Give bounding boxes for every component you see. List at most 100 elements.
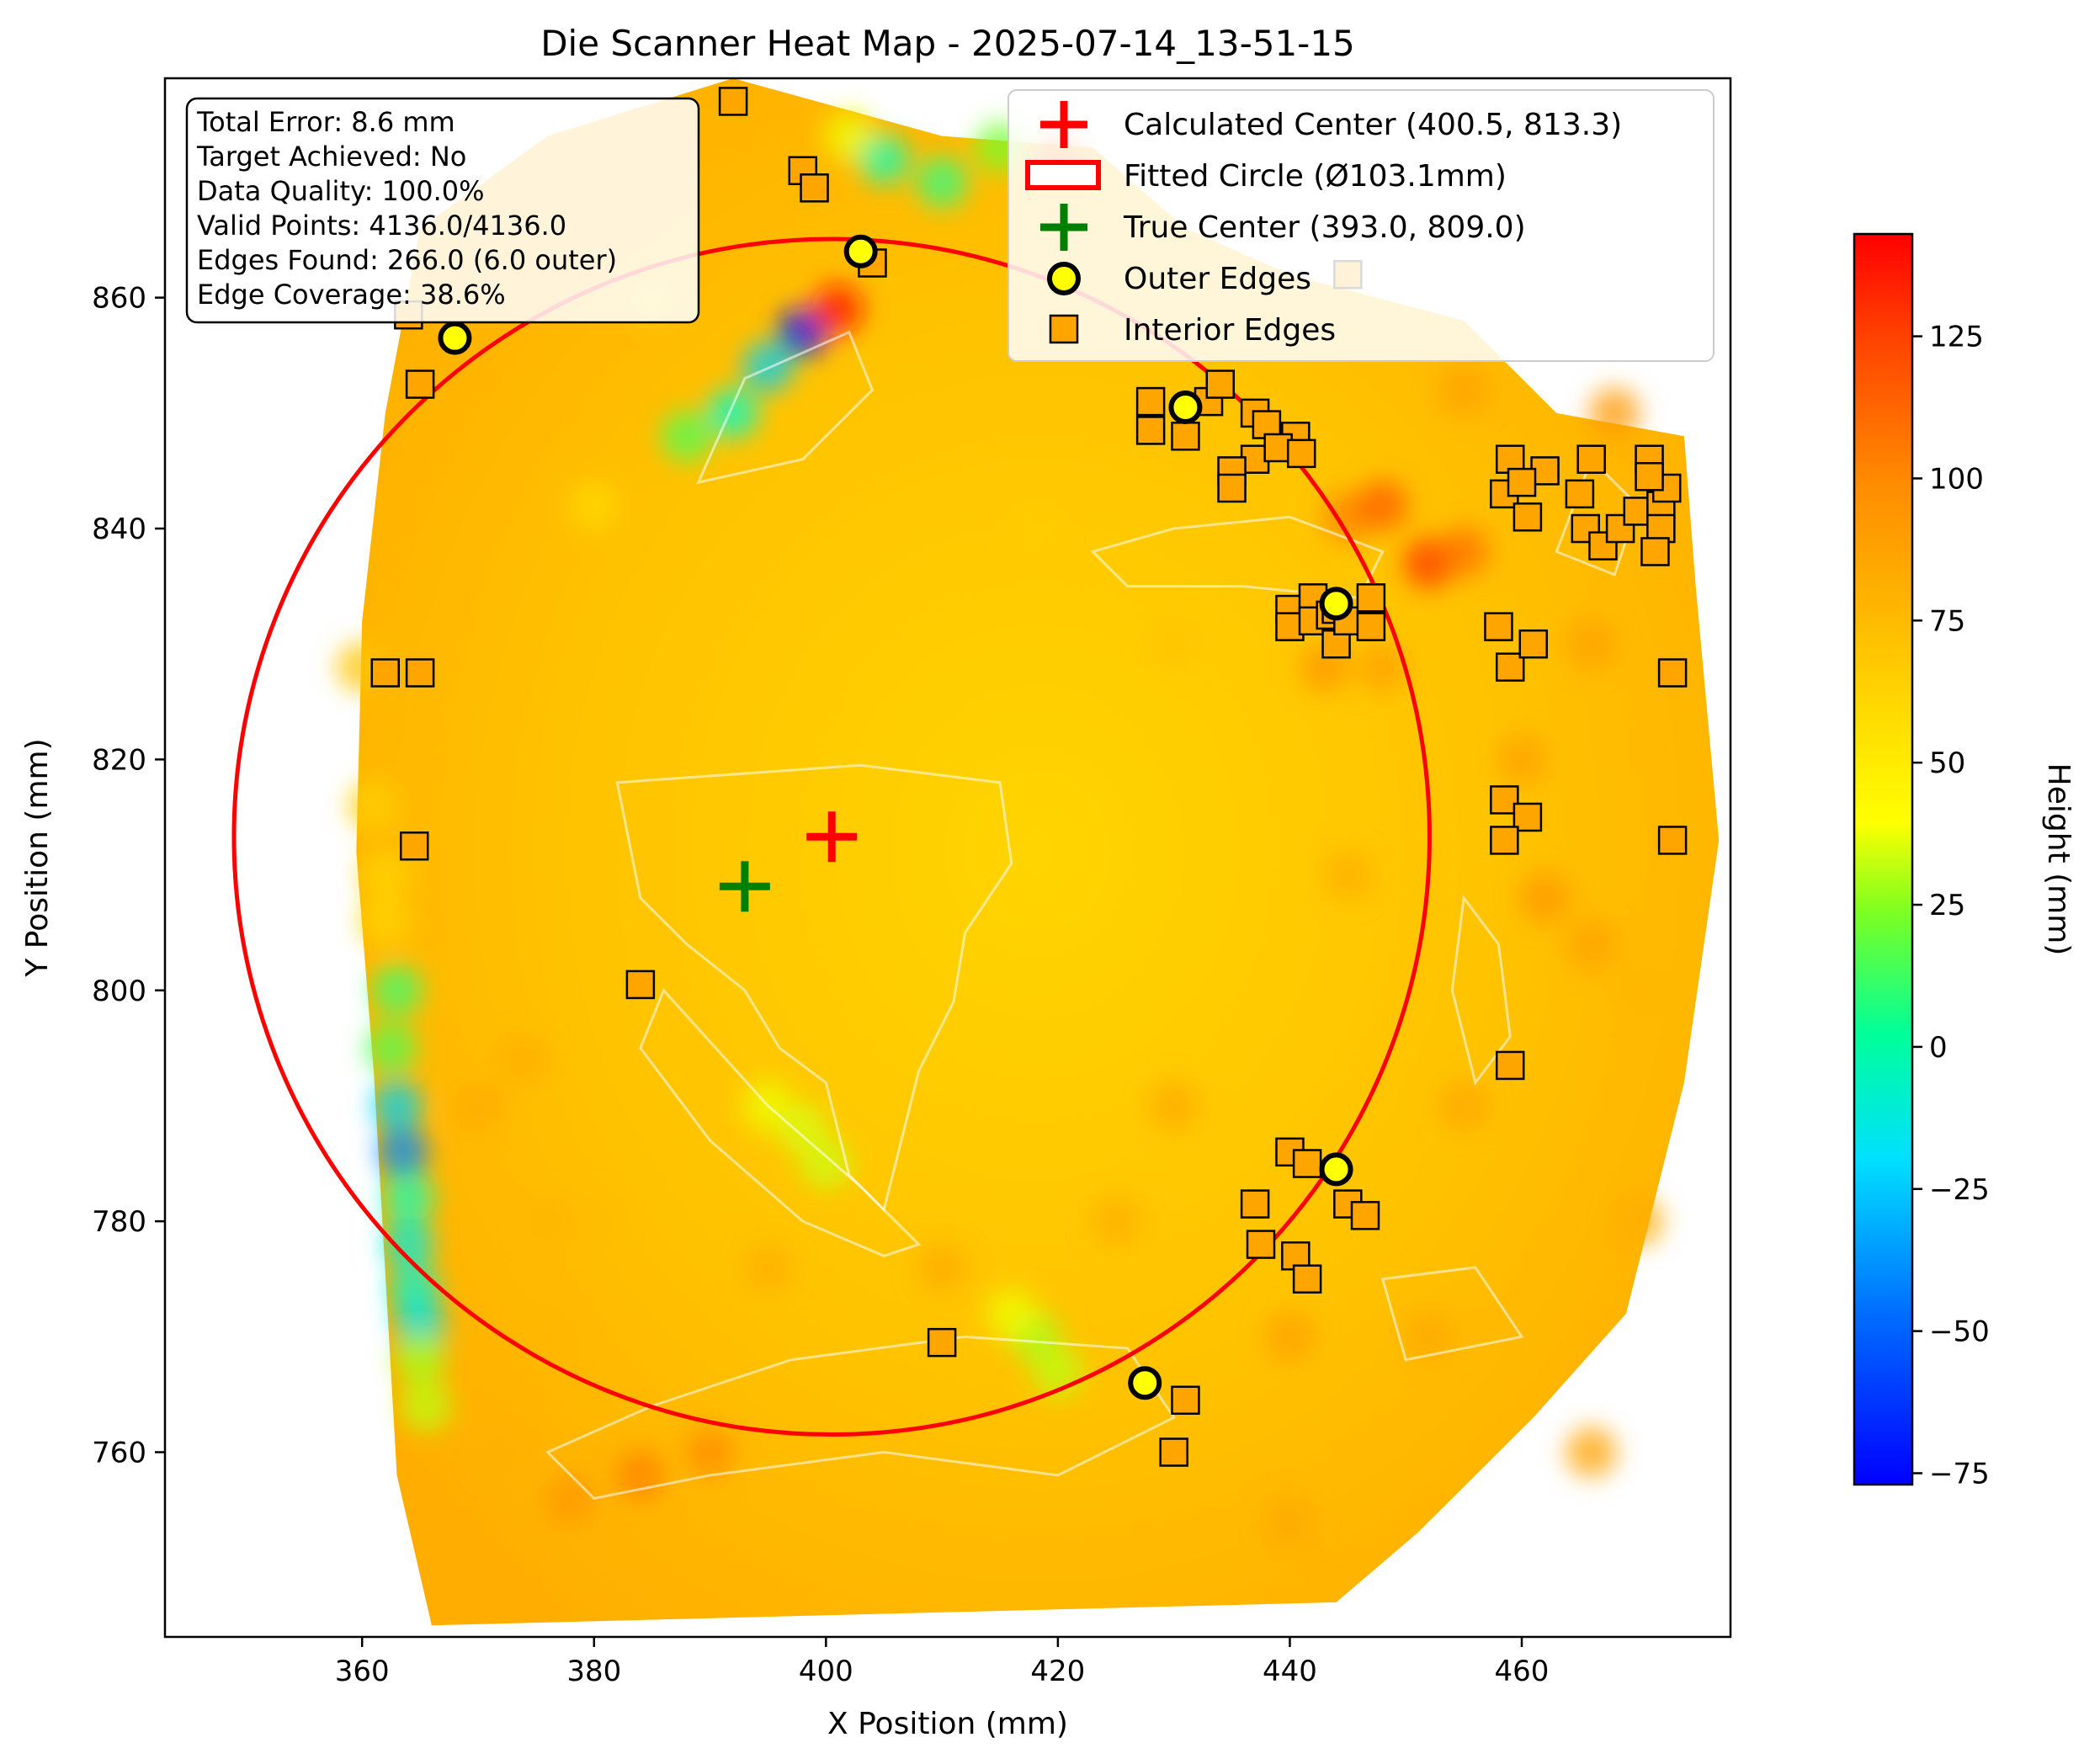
legend-label: Outer Edges (1124, 262, 1311, 296)
heat-cell (1496, 734, 1548, 785)
x-tick-label: 440 (1263, 1655, 1317, 1688)
y-tick-label: 860 (92, 282, 146, 316)
colorbar-gradient (1853, 232, 1914, 1486)
y-tick-label: 840 (92, 513, 146, 546)
interior-edge-point (1657, 658, 1688, 688)
heatmap-surface (356, 78, 1720, 1626)
heat-cell (986, 1288, 1038, 1340)
x-axis-ticks: 360 380 400 420 440 460 (335, 1637, 1550, 1688)
legend-label: Fitted Circle (Ø103.1mm) (1124, 159, 1507, 194)
interior-edge-point (1356, 612, 1386, 641)
outer-edge-point (1168, 390, 1203, 424)
heat-cell (1612, 1195, 1664, 1247)
x-tick-label: 380 (566, 1655, 621, 1688)
x-tick-label: 460 (1495, 1655, 1550, 1688)
heat-cell (1322, 849, 1374, 901)
interior-edge-point (1292, 1264, 1322, 1294)
interior-edge-point (405, 658, 435, 688)
colorbar-tick-label: −75 (1929, 1457, 1990, 1490)
heat-cell (707, 387, 759, 439)
interior-edge-point (1495, 1050, 1525, 1081)
interior-edge-point (1205, 369, 1236, 399)
legend: Calculated Center (400.5, 813.3) Fitted … (1007, 89, 1715, 362)
x-tick-label: 420 (1030, 1655, 1085, 1688)
heat-cell (1148, 1080, 1199, 1132)
heat-cell (383, 1172, 434, 1225)
heat-cell (916, 157, 968, 208)
colorbar-label: Height (mm) (2041, 763, 2076, 956)
x-tick-label: 400 (799, 1655, 853, 1688)
interior-edge-point (1286, 438, 1316, 469)
heat-cell (614, 1449, 667, 1501)
legend-calculated-center-icon (1040, 101, 1087, 148)
contour-line (1380, 1266, 1524, 1362)
heat-cell (498, 1033, 550, 1086)
y-tick-label: 760 (92, 1437, 146, 1470)
interior-edge-point (1356, 583, 1386, 613)
heat-cell (522, 1195, 573, 1247)
contour-line (696, 330, 875, 485)
heat-cell (476, 1427, 527, 1478)
contour-line (639, 987, 922, 1257)
heat-cell (400, 1380, 452, 1432)
interior-edge-point (1159, 1437, 1188, 1467)
interior-edge-point (1513, 502, 1543, 532)
heat-cell (359, 849, 412, 901)
interior-edge-point (1565, 479, 1595, 509)
interior-edge-point (1484, 612, 1513, 641)
colorbar-tick-label: −50 (1929, 1315, 1990, 1349)
interior-edge-point (1350, 1201, 1380, 1230)
heat-cell (568, 480, 620, 531)
outer-edge-point (1128, 1366, 1162, 1400)
y-tick-label: 820 (92, 743, 146, 777)
colorbar-tick-label: 25 (1929, 889, 1965, 922)
interior-edge-point (1135, 416, 1166, 445)
heat-cell (1519, 872, 1571, 924)
heat-cell (1438, 526, 1490, 577)
interior-edge-point (1635, 462, 1664, 491)
contour-line (1450, 895, 1512, 1086)
heat-cell (1612, 964, 1664, 1017)
legend-true-center-icon (1040, 204, 1087, 251)
interior-edge-point (1246, 1230, 1276, 1259)
interior-edge-point (625, 970, 656, 1000)
heat-cell (348, 779, 400, 832)
heat-cell (1357, 480, 1408, 531)
heat-cell (661, 410, 713, 462)
chart-title: Die Scanner Heat Map - 2025-07-14_13-51-… (540, 23, 1355, 64)
stats-line: Total Error: 8.6 mm (196, 106, 455, 138)
legend-outer-edges-icon (1047, 262, 1081, 295)
heat-cell (1357, 641, 1408, 693)
contour-line (1555, 457, 1640, 576)
legend-label: True Center (393.0, 809.0) (1123, 210, 1526, 245)
heat-cell (365, 1023, 417, 1074)
heat-cell (1566, 918, 1617, 970)
interior-edge-point (1292, 1149, 1322, 1178)
heat-cell (1566, 1427, 1617, 1478)
y-axis-label: Y Position (mm) (20, 738, 55, 977)
legend-label: Calculated Center (400.5, 813.3) (1124, 108, 1622, 142)
interior-edge-point (1657, 826, 1688, 855)
heat-cell (1264, 1496, 1316, 1548)
interior-edge-point (1605, 513, 1635, 544)
x-axis-label: X Position (mm) (827, 1707, 1068, 1741)
stats-line: Valid Points: 4136.0/4136.0 (197, 210, 566, 242)
heat-cell (684, 1427, 736, 1478)
colorbar-tick-label: 50 (1929, 747, 1965, 780)
heat-cell (811, 284, 864, 335)
y-axis-ticks: 760 780 800 820 840 860 (92, 282, 165, 1470)
stats-line: Target Achieved: No (196, 141, 466, 173)
heat-cell (522, 1311, 573, 1363)
plot-area (231, 78, 1720, 1626)
heat-cell (568, 1195, 620, 1247)
interior-edge-point (1171, 422, 1200, 451)
heat-cell (371, 964, 423, 1017)
heat-cell (777, 1103, 829, 1155)
legend-label: Interior Edges (1124, 313, 1336, 348)
heat-cell (742, 1241, 794, 1294)
heat-cell (545, 1473, 597, 1524)
interior-edge-point (1240, 1189, 1270, 1219)
heat-cell (1438, 364, 1490, 416)
legend-fitted-circle-icon (1025, 160, 1101, 190)
heatmap-cells (336, 110, 1664, 1548)
